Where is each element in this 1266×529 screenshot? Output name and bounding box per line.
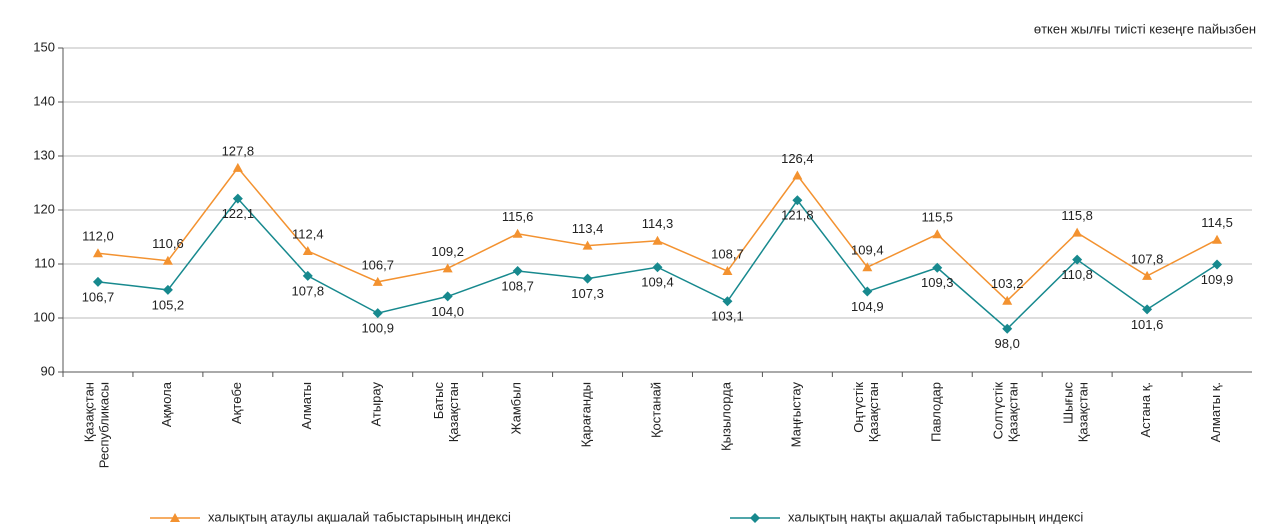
y-tick-label: 130 <box>33 147 55 162</box>
data-label: 110,6 <box>152 236 184 251</box>
data-label: 127,8 <box>222 143 255 158</box>
marker <box>170 513 180 522</box>
marker <box>932 262 943 273</box>
data-label: 115,8 <box>1061 208 1093 223</box>
x-tick-label: Қарағанды <box>579 382 594 447</box>
marker <box>512 228 523 238</box>
marker <box>1002 323 1013 334</box>
data-label: 106,7 <box>361 257 394 272</box>
x-tick-label: ҚазақстанРеспубликасы <box>82 382 112 468</box>
data-label: 107,8 <box>1131 251 1164 266</box>
chart-subtitle: өткен жылғы тиісті кезеңге пайызбен <box>1034 21 1256 36</box>
x-tick-label: Астана қ. <box>1139 382 1154 438</box>
data-label: 115,5 <box>921 210 953 225</box>
marker <box>92 276 103 287</box>
data-label: 109,9 <box>1201 272 1234 287</box>
marker <box>722 296 733 307</box>
data-label: 107,3 <box>571 286 604 301</box>
marker <box>1002 295 1013 305</box>
legend-label: халықтың нақты ақшалай табыстарының инде… <box>788 509 1083 524</box>
marker <box>862 286 873 297</box>
x-tick-label: Алматы <box>299 382 314 429</box>
marker <box>1212 259 1223 270</box>
marker <box>652 262 663 273</box>
data-label: 108,7 <box>711 246 744 261</box>
data-label: 101,6 <box>1131 317 1164 332</box>
data-label: 104,0 <box>431 304 464 319</box>
marker <box>302 270 313 281</box>
marker <box>232 193 243 204</box>
data-label: 103,1 <box>711 309 744 324</box>
marker <box>792 170 803 180</box>
marker <box>1142 270 1153 280</box>
x-tick-label: Маңғыстау <box>789 382 804 448</box>
x-tick-label: Павлодар <box>929 382 944 442</box>
x-tick-label: БатысҚазақстан <box>432 382 462 443</box>
y-tick-label: 140 <box>33 93 55 108</box>
data-label: 112,4 <box>292 226 324 241</box>
x-tick-label: Ақтөбе <box>229 382 244 424</box>
data-label: 109,3 <box>921 275 954 290</box>
marker <box>372 308 383 319</box>
marker <box>792 195 803 206</box>
data-label: 108,7 <box>501 278 534 293</box>
marker <box>232 162 243 172</box>
marker <box>162 255 173 265</box>
x-tick-label: Алматы қ. <box>1208 382 1223 442</box>
marker <box>1212 234 1223 244</box>
data-label: 109,2 <box>431 244 464 259</box>
marker <box>1072 227 1083 237</box>
x-tick-label: Жамбыл <box>509 382 524 435</box>
marker <box>442 263 453 273</box>
x-tick-label: Қостанай <box>649 382 664 438</box>
x-tick-label: Қызылорда <box>719 381 734 451</box>
data-label: 112,0 <box>82 229 114 244</box>
data-label: 121,8 <box>781 208 814 223</box>
y-tick-label: 110 <box>34 255 55 270</box>
data-label: 103,2 <box>991 276 1024 291</box>
data-label: 114,5 <box>1201 215 1233 230</box>
data-label: 98,0 <box>995 336 1020 351</box>
y-tick-label: 150 <box>33 39 55 54</box>
marker <box>1142 304 1153 315</box>
marker <box>92 248 103 258</box>
data-label: 126,4 <box>781 151 814 166</box>
data-label: 115,6 <box>502 209 534 224</box>
x-tick-label: СолтүстікҚазақстан <box>991 382 1021 443</box>
y-tick-label: 120 <box>33 201 55 216</box>
marker <box>1072 254 1083 265</box>
data-label: 109,4 <box>851 243 884 258</box>
marker <box>652 235 663 245</box>
data-label: 105,2 <box>152 297 185 312</box>
marker <box>372 276 383 286</box>
x-tick-label: ШығысҚазақстан <box>1061 382 1091 443</box>
marker <box>582 240 593 250</box>
data-label: 110,8 <box>1061 267 1093 282</box>
y-tick-label: 90 <box>41 363 55 378</box>
marker <box>512 266 523 277</box>
marker <box>932 229 943 239</box>
data-label: 122,1 <box>222 206 255 221</box>
data-label: 113,4 <box>572 221 604 236</box>
data-label: 104,9 <box>851 299 884 314</box>
marker <box>582 273 593 284</box>
marker <box>722 266 733 276</box>
marker <box>442 291 453 302</box>
x-tick-label: Ақмола <box>159 381 174 427</box>
data-label: 100,9 <box>361 321 394 336</box>
marker <box>162 284 173 295</box>
data-label: 106,7 <box>82 289 115 304</box>
legend-label: халықтың атаулы ақшалай табыстарының инд… <box>208 509 511 524</box>
marker <box>862 262 873 272</box>
marker <box>302 246 313 256</box>
data-label: 107,8 <box>292 283 325 298</box>
marker <box>750 513 760 523</box>
data-label: 114,3 <box>642 216 674 231</box>
x-tick-label: ОңтүстікҚазақстан <box>851 382 881 443</box>
data-label: 109,4 <box>641 275 674 290</box>
x-tick-label: Атырау <box>369 382 384 427</box>
y-tick-label: 100 <box>33 309 55 324</box>
